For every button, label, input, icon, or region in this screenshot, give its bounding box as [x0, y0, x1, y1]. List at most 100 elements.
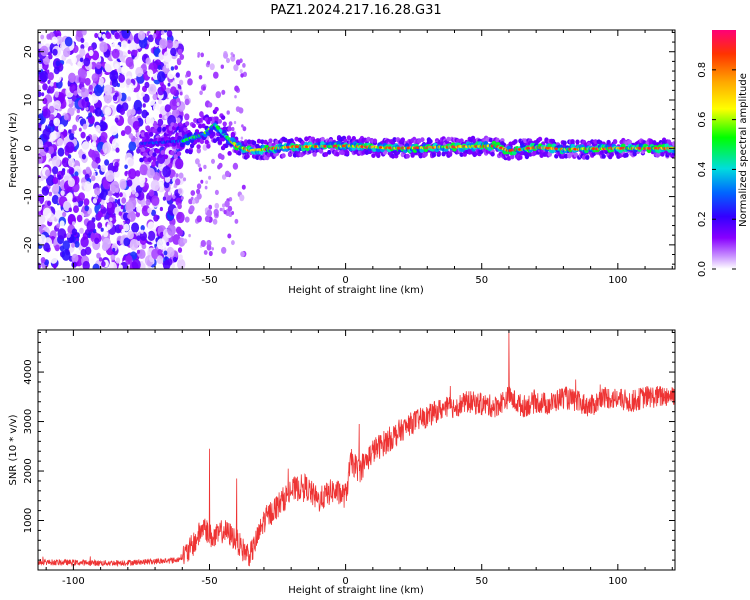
heat-cell	[71, 253, 79, 263]
heat-cell	[170, 86, 177, 95]
heat-cell	[125, 254, 133, 265]
heat-cell	[46, 196, 50, 201]
heat-cell	[51, 185, 60, 195]
heat-cell	[114, 32, 120, 40]
heat-cell	[196, 193, 202, 200]
heat-cell	[47, 200, 52, 207]
heat-cell	[191, 123, 196, 129]
heat-peak	[341, 144, 345, 148]
heat-cell	[372, 138, 378, 144]
heat-cell	[183, 238, 188, 244]
heat-cell	[99, 121, 107, 132]
heat-cell	[63, 113, 69, 121]
y-tick-label: 1000	[23, 508, 34, 533]
heat-cell	[84, 77, 91, 86]
heat-cell	[118, 264, 123, 269]
heat-cell	[81, 86, 86, 93]
heat-cell	[103, 84, 113, 96]
heat-cell	[38, 139, 44, 149]
heat-cell	[217, 119, 222, 124]
heat-cell	[222, 203, 226, 208]
heat-cell	[215, 213, 219, 217]
heat-cell	[234, 218, 239, 224]
snr-y-label: SNR (10 * v/v)	[8, 414, 19, 485]
heat-cell	[135, 170, 141, 177]
heat-cell	[151, 209, 156, 216]
heat-cell	[80, 69, 87, 79]
heat-peak	[295, 145, 299, 148]
heat-cell	[193, 139, 198, 145]
heat-cell	[101, 261, 106, 267]
snr-x-label: Height of straight line (km)	[288, 585, 424, 596]
heat-cell	[585, 155, 590, 160]
heat-cell	[101, 116, 106, 121]
y-tick-label: 10	[23, 94, 34, 107]
heat-cell	[123, 223, 130, 232]
heat-cell	[68, 167, 75, 175]
heat-cell	[146, 167, 155, 179]
heat-cell	[198, 75, 203, 80]
heat-cell	[46, 152, 51, 159]
heat-peak	[591, 147, 595, 150]
heat-cell	[196, 147, 201, 154]
heat-cell	[157, 249, 163, 256]
heat-cell	[185, 121, 190, 126]
heat-cell	[51, 194, 59, 205]
heat-cell	[142, 93, 150, 103]
heat-cell	[431, 152, 436, 158]
heat-cell	[157, 65, 162, 70]
heat-cell	[90, 61, 97, 70]
heat-cell	[136, 249, 141, 254]
heat-cell	[624, 152, 629, 158]
heat-cell	[109, 124, 119, 136]
heat-cell	[54, 91, 60, 98]
heat-cell	[94, 32, 99, 39]
heat-cell	[177, 203, 182, 210]
heat-cell	[177, 247, 183, 253]
colorbar-tick-label: 0.0	[697, 261, 708, 277]
heat-cell	[147, 34, 154, 43]
heat-cell	[164, 256, 168, 261]
heat-cell	[57, 147, 65, 157]
heat-cell	[239, 194, 245, 202]
heat-cell	[80, 131, 86, 139]
heat-cell	[223, 210, 227, 215]
heat-cell	[182, 177, 187, 182]
y-tick-label: 4000	[23, 359, 34, 384]
colorbar: 0.0 0.2 0.4 0.6 0.8 Normalized spectral ampl…	[697, 30, 749, 277]
snr-series	[38, 331, 675, 568]
heat-cell	[423, 152, 428, 157]
heat-cell	[47, 146, 55, 155]
heat-cell	[107, 202, 112, 209]
heat-peak	[323, 144, 327, 148]
heat-cell	[49, 114, 55, 122]
heat-cell	[187, 78, 193, 86]
heat-cell	[228, 121, 233, 126]
heat-cell	[130, 108, 136, 116]
colorbar-gradient	[712, 30, 736, 269]
heat-cell	[220, 154, 225, 160]
heat-cell	[45, 169, 51, 177]
heat-cell	[93, 84, 103, 97]
heat-cell	[184, 216, 190, 223]
heat-cell	[103, 230, 109, 238]
heat-cell	[76, 108, 81, 114]
heat-cell	[136, 147, 141, 154]
heat-cell	[121, 197, 127, 204]
heat-cell	[237, 150, 242, 156]
heat-cell	[232, 162, 239, 170]
heat-cell	[61, 249, 71, 261]
heat-cell	[185, 140, 191, 146]
x-tick-label: 100	[608, 275, 627, 286]
heat-cell	[121, 40, 128, 49]
heat-cell	[42, 108, 51, 119]
heat-cell	[335, 151, 340, 157]
heat-cell	[166, 241, 170, 246]
heat-cell	[49, 119, 55, 127]
x-tick-label: -100	[62, 275, 85, 286]
heat-cell	[53, 71, 62, 83]
heat-cell	[140, 225, 145, 231]
heat-cell	[84, 96, 89, 102]
y-tick-label: 2000	[23, 458, 34, 483]
heat-cell	[184, 113, 190, 121]
